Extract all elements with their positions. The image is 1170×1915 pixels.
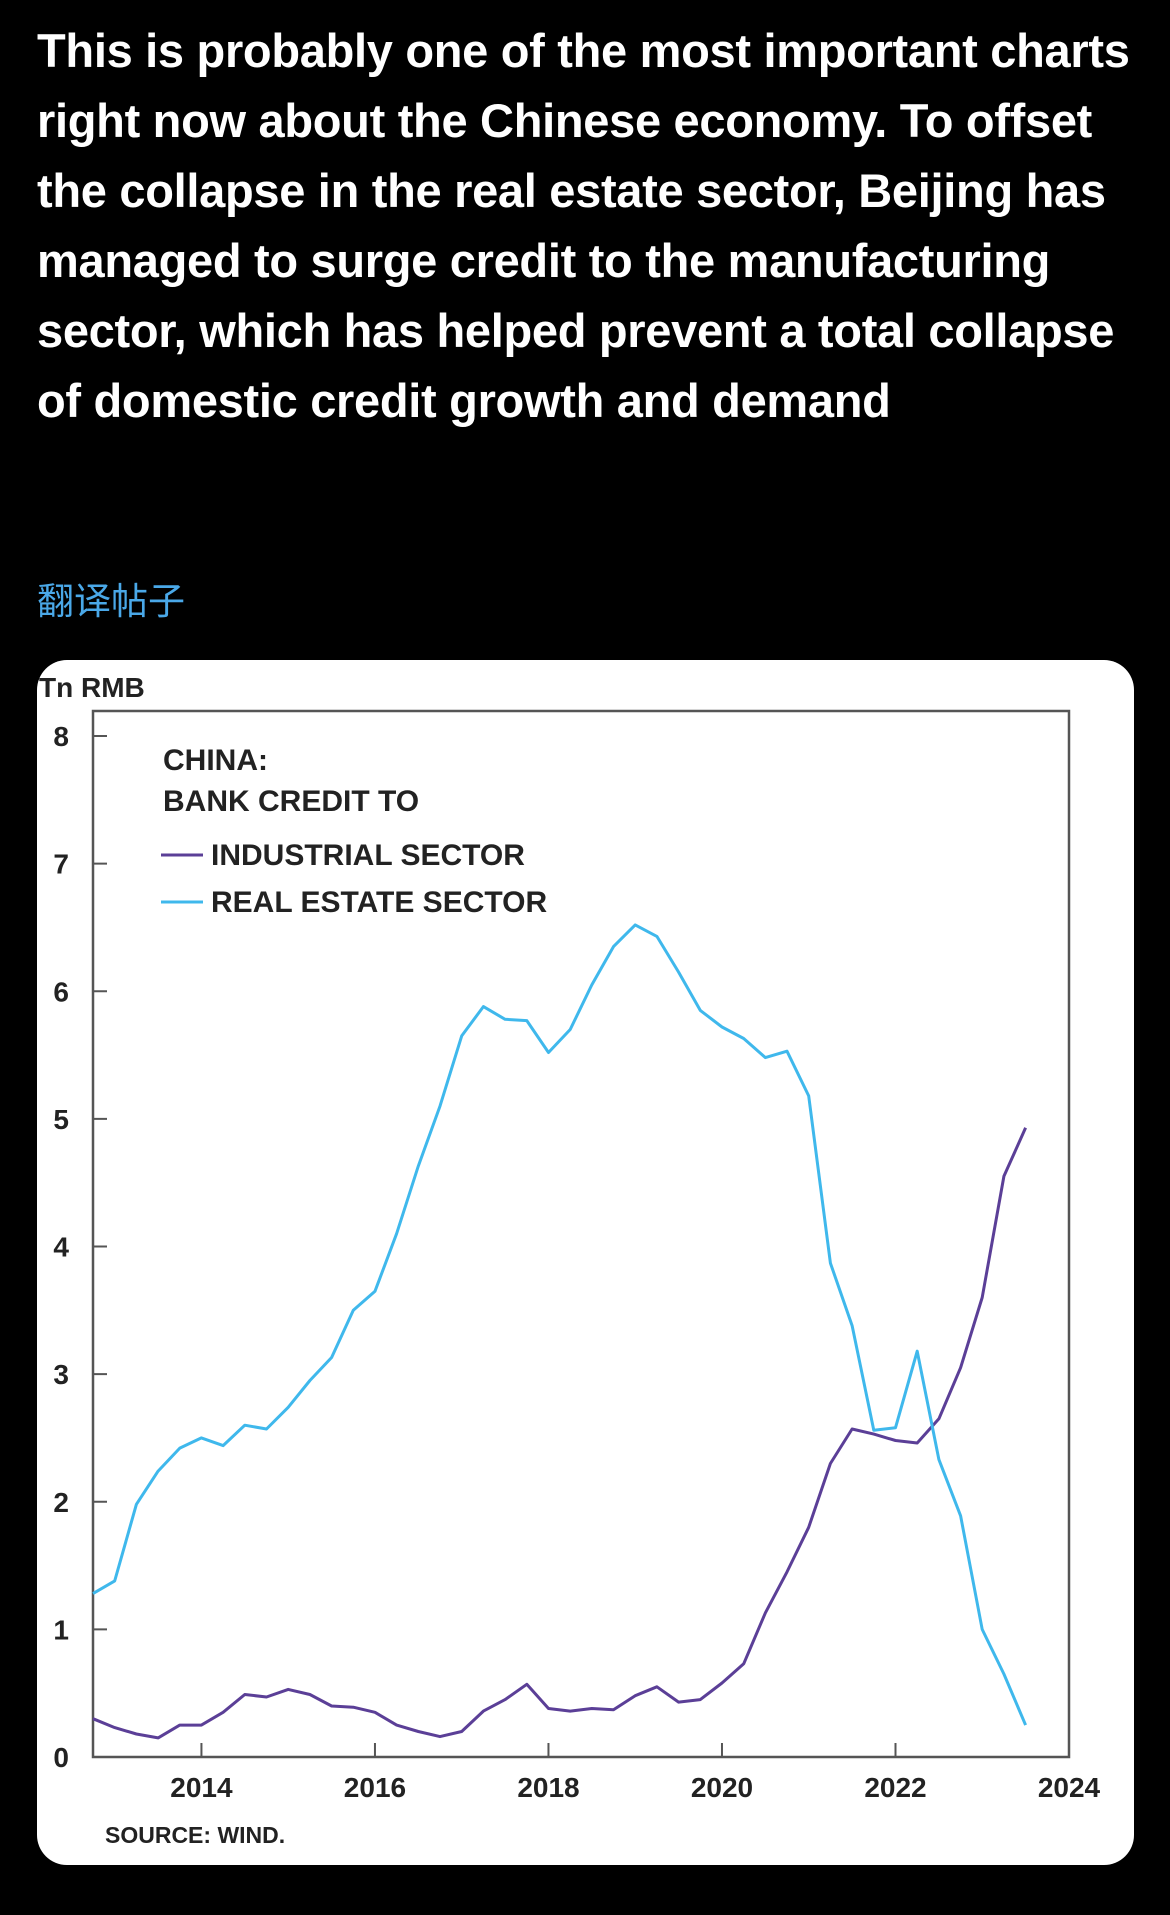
line-chart: Tn RMB 0 1 2 3 4 5 6 7 8 2014 2016 2018 2020 2022 202… xyxy=(39,672,1101,1848)
plot-frame xyxy=(91,709,1071,1759)
y-tick-label: 0 xyxy=(53,1742,69,1773)
chart-title-line-1: CHINA: xyxy=(163,744,268,777)
y-axis: 0 1 2 3 4 5 6 7 8 xyxy=(53,721,107,1773)
y-tick-label: 2 xyxy=(53,1487,69,1518)
x-tick-label: 2024 xyxy=(1038,1772,1101,1803)
x-tick-label: 2016 xyxy=(344,1772,406,1803)
x-tick-label: 2014 xyxy=(170,1772,233,1803)
y-unit-label: Tn RMB xyxy=(39,672,145,703)
legend-label-industrial: INDUSTRIAL SECTOR xyxy=(211,839,525,872)
y-tick-label: 3 xyxy=(53,1359,69,1390)
x-tick-label: 2018 xyxy=(517,1772,579,1803)
y-tick-label: 4 xyxy=(53,1232,69,1263)
y-tick-label: 5 xyxy=(53,1104,69,1135)
post-text: This is probably one of the most importa… xyxy=(37,24,1130,427)
y-tick-label: 8 xyxy=(53,721,69,752)
y-tick-label: 6 xyxy=(53,976,69,1007)
y-tick-label: 7 xyxy=(53,849,69,880)
x-tick-label: 2022 xyxy=(864,1772,926,1803)
series-line-industrial xyxy=(92,1127,1027,1740)
legend-label-real-estate: REAL ESTATE SECTOR xyxy=(211,886,547,919)
translate-post-link[interactable]: 翻译帖子 xyxy=(37,581,185,622)
x-tick-label: 2020 xyxy=(691,1772,753,1803)
y-tick-label: 1 xyxy=(53,1614,69,1645)
series-line-real-estate xyxy=(92,923,1027,1726)
chart-title-line-2: BANK CREDIT TO xyxy=(163,785,419,818)
chart-image[interactable]: Tn RMB 0 1 2 3 4 5 6 7 8 2014 2016 2018 2020 2022 202… xyxy=(37,660,1134,1865)
chart-source: SOURCE: WIND. xyxy=(105,1822,285,1848)
x-axis: 2014 2016 2018 2020 2022 2024 xyxy=(170,1743,1101,1803)
